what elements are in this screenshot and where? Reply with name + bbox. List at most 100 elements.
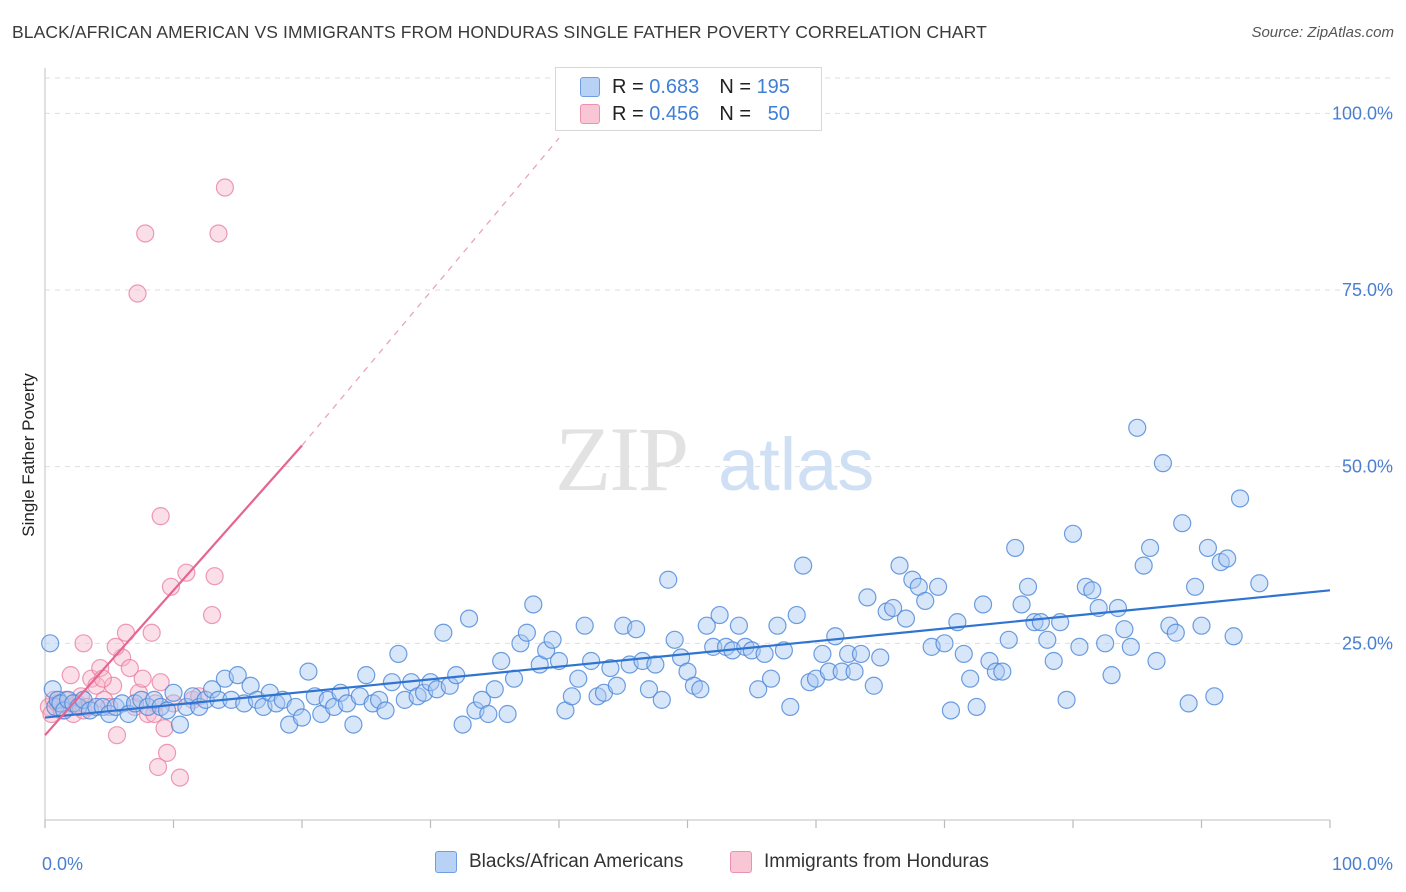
r-label: R = <box>612 75 644 98</box>
point-black <box>562 687 581 706</box>
point-black <box>781 697 800 717</box>
point-honduras <box>148 757 168 777</box>
point-black <box>768 616 787 635</box>
n-label: N = <box>719 102 751 125</box>
point-black <box>890 556 909 575</box>
watermark-zip: ZIP <box>555 408 687 510</box>
point-black <box>1134 556 1153 575</box>
point-honduras <box>128 284 147 303</box>
point-black <box>1115 620 1134 639</box>
point-black <box>1031 613 1050 632</box>
r-value: 0.683 <box>649 75 700 98</box>
point-honduras <box>120 658 139 678</box>
series-legend: Blacks/African Americans Immigrants from… <box>0 851 1406 879</box>
trend-line-honduras <box>44 444 303 736</box>
legend-item-honduras: Immigrants from Honduras <box>730 851 989 873</box>
point-black <box>1038 630 1057 649</box>
point-black <box>639 680 659 699</box>
point-black <box>1063 524 1083 543</box>
point-black <box>376 701 395 720</box>
point-black <box>453 715 472 734</box>
axes <box>44 68 1331 828</box>
point-black <box>749 680 768 699</box>
point-black <box>1230 489 1250 508</box>
legend-swatch-pink <box>580 104 600 124</box>
point-honduras <box>157 743 177 762</box>
point-black <box>41 634 60 653</box>
point-honduras <box>205 567 224 586</box>
trend-line-blacks <box>44 589 1331 719</box>
point-black <box>659 570 678 589</box>
x-tick-label: 100.0% <box>1332 854 1393 874</box>
point-black <box>999 630 1018 649</box>
point-black <box>813 644 832 664</box>
point-black <box>1070 637 1089 656</box>
n-value: 50 <box>767 102 790 125</box>
watermark-atlas: atlas <box>718 423 874 506</box>
tick-labels: 25.0% 50.0% 75.0% 100.0% 0.0% 100.0% <box>42 103 1393 874</box>
point-black <box>626 620 646 639</box>
point-black <box>839 644 858 664</box>
point-black <box>761 669 781 688</box>
point-black <box>498 704 517 724</box>
point-black <box>1218 549 1237 568</box>
point-black <box>774 641 793 660</box>
point-honduras <box>142 623 161 642</box>
point-black <box>485 680 504 699</box>
point-black <box>961 669 980 688</box>
point-black <box>916 591 935 611</box>
point-black <box>434 623 453 642</box>
point-black <box>967 697 986 717</box>
point-honduras <box>215 178 234 197</box>
point-black <box>1121 637 1140 656</box>
point-black <box>164 683 183 702</box>
point-black <box>935 634 954 653</box>
point-black <box>170 715 190 734</box>
point-black <box>729 616 749 635</box>
point-black <box>1250 574 1269 593</box>
point-black <box>511 634 530 653</box>
source-label: Source: ZipAtlas.com <box>1251 24 1394 41</box>
legend-swatch-blue <box>435 851 457 873</box>
point-black <box>1147 651 1166 671</box>
point-black <box>903 570 922 589</box>
legend-row-blacks: R = 0.683 N = 195 <box>580 75 790 99</box>
point-honduras <box>177 563 196 582</box>
point-black <box>1012 595 1031 614</box>
point-black <box>1018 577 1038 596</box>
point-black <box>389 644 408 664</box>
legend-swatch-blue <box>580 77 600 97</box>
y-tick-label: 50.0% <box>1342 457 1393 477</box>
point-black <box>896 609 916 628</box>
point-black <box>710 605 729 625</box>
legend-item-blacks: Blacks/African Americans <box>435 851 683 873</box>
point-black <box>582 651 601 671</box>
point-honduras <box>209 224 228 243</box>
point-black <box>145 690 164 709</box>
point-black <box>973 595 993 614</box>
legend-label-honduras: Immigrants from Honduras <box>764 851 989 872</box>
point-black <box>1108 598 1128 618</box>
point-black <box>1224 627 1243 646</box>
x-tick-label: 0.0% <box>42 854 83 874</box>
point-black <box>524 595 543 614</box>
point-black <box>1006 538 1025 558</box>
point-honduras <box>202 605 222 625</box>
point-black <box>941 701 961 720</box>
point-black <box>883 598 903 618</box>
point-black <box>543 630 562 649</box>
point-black <box>1153 454 1173 473</box>
correlation-legend: R = 0.683 N = 195 R = 0.456 N = 50 <box>555 67 822 131</box>
point-black <box>697 616 716 635</box>
point-honduras <box>133 669 152 688</box>
n-value: 195 <box>756 75 790 98</box>
point-honduras <box>104 676 123 695</box>
point-black <box>1173 514 1192 533</box>
point-black <box>575 616 594 635</box>
point-black <box>794 556 813 575</box>
point-black <box>993 662 1012 681</box>
point-black <box>357 666 376 685</box>
point-black <box>1198 538 1218 558</box>
point-black <box>569 669 588 688</box>
